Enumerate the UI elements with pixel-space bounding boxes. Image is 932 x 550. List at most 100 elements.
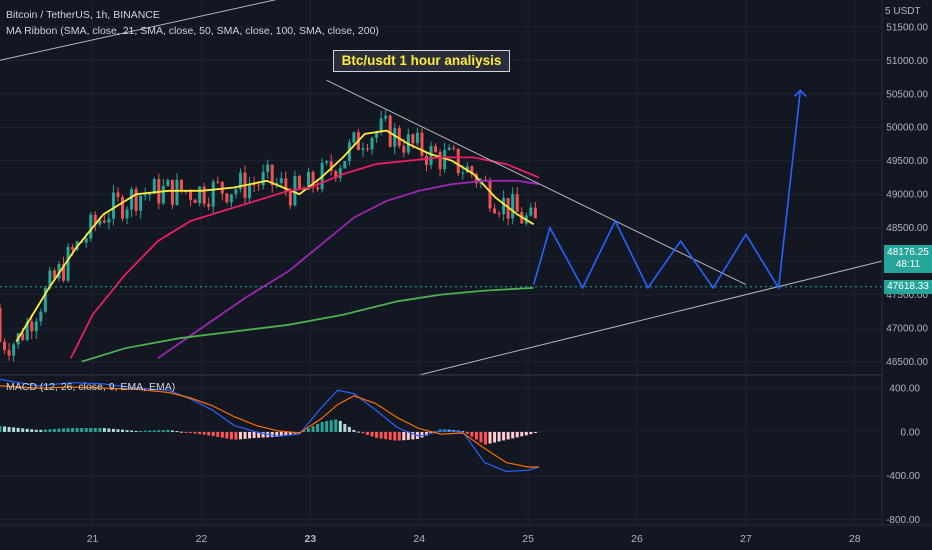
candle-body <box>338 168 342 178</box>
macd-histogram-bar <box>216 431 220 437</box>
macd-histogram-bar <box>16 427 20 432</box>
macd-histogram-bar <box>393 431 397 441</box>
macd-histogram-bar <box>420 431 424 438</box>
macd-tick-label: -800.00 <box>886 515 920 526</box>
macd-histogram-bar <box>384 431 388 440</box>
macd-histogram-bar <box>488 431 492 444</box>
candle-body <box>452 147 456 149</box>
candle-body <box>470 166 474 175</box>
candle-body <box>207 203 211 207</box>
macd-histogram-bar <box>57 428 61 432</box>
candle-body <box>121 197 124 219</box>
macd-histogram-bar <box>424 431 428 436</box>
macd-histogram-bar <box>479 431 483 443</box>
trendline <box>326 79 747 286</box>
candle-body <box>198 186 202 204</box>
macd-histogram-bar <box>71 427 75 432</box>
ma-line-ma50 <box>69 156 540 359</box>
macd-legend[interactable]: MACD (12, 26, close, 9, EMA, EMA) <box>6 381 176 393</box>
macd-histogram-bar <box>270 431 274 438</box>
macd-histogram-bar <box>474 431 478 440</box>
time-tick-label: 27 <box>740 533 752 545</box>
candle-body <box>48 270 52 289</box>
analysis-annotation[interactable]: Btc/usdt 1 hour analiysis <box>333 50 510 72</box>
macd-histogram-bar <box>379 431 383 439</box>
macd-histogram-bar <box>207 431 211 436</box>
candle-body <box>343 161 347 169</box>
price-tick-label: 49000.00 <box>886 190 928 201</box>
macd-histogram-bar <box>66 428 70 432</box>
candle-body <box>325 161 329 163</box>
candle-body <box>248 184 252 198</box>
candle-body <box>402 145 406 153</box>
candle-body <box>139 195 143 211</box>
candle-body <box>511 194 515 219</box>
price-tick-label: 51500.00 <box>886 22 928 33</box>
candle-body <box>170 179 174 205</box>
macd-histogram-bar <box>211 431 215 437</box>
currency-prefix: 5 <box>885 6 891 17</box>
candle-body <box>366 148 369 150</box>
ma-line-ma100 <box>157 179 540 360</box>
candle-body <box>189 191 193 200</box>
symbol-legend[interactable]: Bitcoin / TetherUS, 1h, BINANCE <box>6 9 160 21</box>
macd-pane <box>0 378 540 473</box>
trendline <box>419 260 883 376</box>
macd-histogram-bar <box>248 431 252 439</box>
candle-body <box>152 179 156 194</box>
candle-body <box>107 218 111 223</box>
last-price-value: 48176.25 <box>887 247 929 258</box>
macd-histogram-bar <box>334 419 338 432</box>
last-price-tag: 48176.25 48:11 <box>884 245 932 273</box>
macd-histogram-bar <box>34 429 38 432</box>
candle-body <box>529 207 533 216</box>
macd-histogram-bar <box>529 431 533 435</box>
macd-histogram-bar <box>84 427 88 432</box>
macd-histogram-bar <box>347 426 351 432</box>
candle-body <box>397 128 401 146</box>
macd-histogram-bar <box>257 431 261 438</box>
macd-histogram-bar <box>261 431 265 438</box>
candle-body <box>21 333 25 340</box>
macd-histogram-bar <box>352 429 356 432</box>
candle-body <box>66 246 70 281</box>
ma-ribbon <box>0 109 540 363</box>
candle-body <box>411 134 415 144</box>
level-price-tag: 47618.33 <box>884 280 932 294</box>
candle-body <box>443 149 447 170</box>
macd-histogram-bar <box>152 430 156 432</box>
candle-body <box>307 171 311 190</box>
candle-body <box>434 146 438 153</box>
ma-ribbon-legend[interactable]: MA Ribbon (SMA, close, 21, SMA, close, 5… <box>6 25 379 37</box>
candle-body <box>252 184 256 186</box>
macd-histogram-bar <box>48 429 52 432</box>
candle-body <box>288 190 292 206</box>
candle-body <box>488 181 492 209</box>
trendlines[interactable] <box>0 0 883 376</box>
macd-histogram-bar <box>102 428 106 432</box>
macd-histogram-bar <box>252 431 256 439</box>
projection-arrowhead <box>793 89 807 97</box>
macd-histogram-bar <box>279 431 283 437</box>
macd-histogram-bar <box>12 427 16 432</box>
macd-histogram-bar <box>366 431 369 435</box>
candle-body <box>161 186 165 204</box>
macd-histogram-bar <box>320 421 324 432</box>
candle-body <box>84 238 88 243</box>
macd-histogram-bar <box>375 431 379 438</box>
macd-histogram-bar <box>148 430 152 432</box>
candle-body <box>234 189 238 195</box>
macd-histogram-bar <box>25 428 29 432</box>
candle-body <box>493 208 497 214</box>
macd-histogram-bar <box>402 431 406 441</box>
candle-body <box>515 194 519 212</box>
macd-histogram-bar <box>361 431 365 434</box>
time-tick-label: 26 <box>631 533 643 545</box>
macd-histogram-bar <box>506 431 510 440</box>
macd-histogram-bar <box>143 430 147 432</box>
candle-body <box>316 187 320 190</box>
candle-body <box>393 128 397 147</box>
candle-body <box>456 148 460 174</box>
bar-countdown: 48:11 <box>895 259 921 270</box>
